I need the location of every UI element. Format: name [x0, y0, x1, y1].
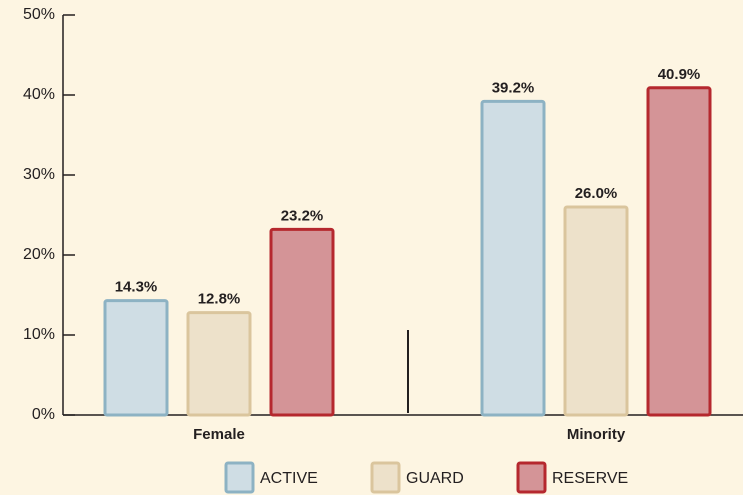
legend-swatch	[370, 461, 401, 494]
data-label: 12.8%	[198, 291, 241, 308]
legend-label: RESERVE	[552, 470, 628, 487]
bar	[103, 299, 169, 417]
y-tick-label: 0%	[32, 406, 55, 423]
bar	[269, 227, 335, 417]
legend-swatch	[516, 461, 547, 494]
y-tick-label: 30%	[23, 166, 55, 183]
y-tick-label: 10%	[23, 326, 55, 343]
y-tick-label: 40%	[23, 86, 55, 103]
data-label: 26.0%	[575, 185, 618, 202]
data-label: 39.2%	[492, 79, 535, 96]
x-tick-label: Female	[193, 426, 245, 443]
data-label: 40.9%	[658, 66, 701, 83]
legend-label: GUARD	[406, 470, 464, 487]
bar	[563, 205, 629, 417]
y-tick-label: 20%	[23, 246, 55, 263]
data-label: 23.2%	[281, 207, 324, 224]
legend-label: ACTIVE	[260, 470, 318, 487]
bar	[186, 311, 252, 417]
y-tick-label: 50%	[23, 6, 55, 23]
legend-swatch	[224, 461, 255, 494]
bar	[480, 99, 546, 417]
data-label: 14.3%	[115, 279, 158, 296]
x-tick-label: Minority	[567, 426, 626, 443]
bar	[646, 86, 712, 417]
